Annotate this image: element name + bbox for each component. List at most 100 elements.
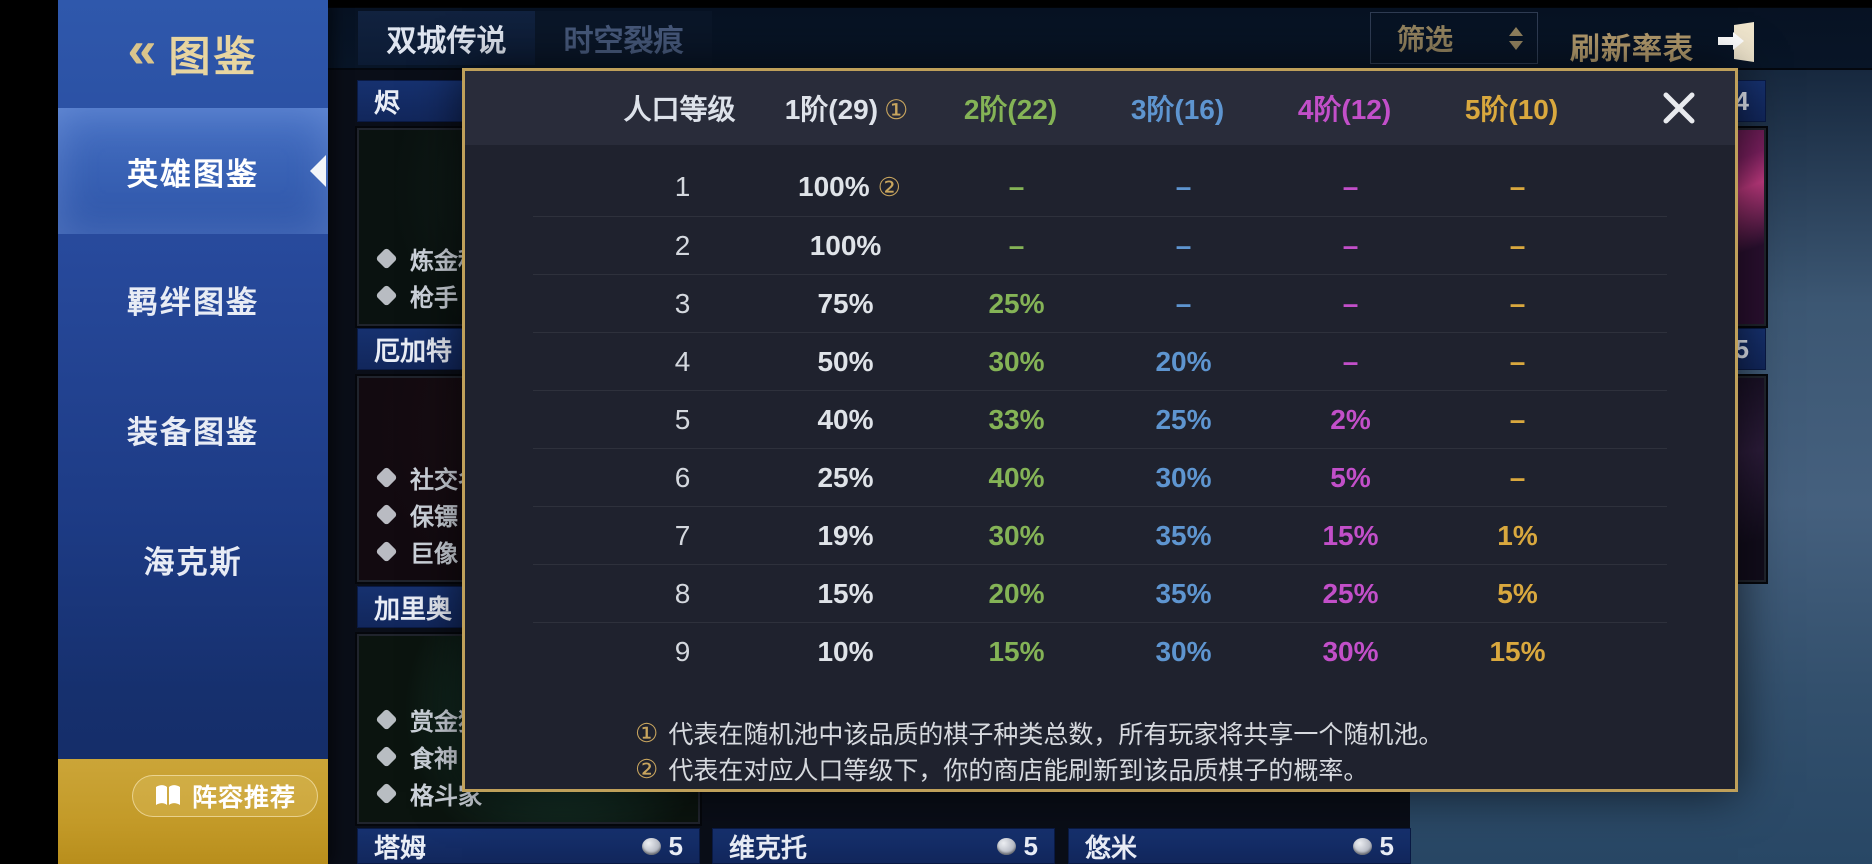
tier2-rate: –: [1008, 171, 1025, 202]
tier1-rate: 19%: [817, 519, 874, 551]
tier5-rate: 5%: [1497, 577, 1538, 609]
champion-name: 烬: [374, 87, 401, 118]
population-level: 1: [674, 171, 691, 202]
champion-cost: 4: [1734, 85, 1749, 116]
population-level: 4: [674, 345, 691, 377]
trait-icon: [375, 708, 398, 731]
table-row: 2 100% – – – –: [533, 216, 1667, 274]
tier1-rate: 100% ②: [798, 171, 901, 202]
tier2-rate: 30%: [988, 519, 1045, 551]
footnote-ref-mark: ①: [884, 95, 909, 125]
champion-name-bar[interactable]: 悠米 5: [1068, 828, 1411, 864]
tier4-rate: –: [1342, 287, 1359, 319]
set-tabs: 双城传说 时空裂痕: [358, 11, 712, 65]
tier-column-header: 2阶(22): [963, 94, 1058, 125]
sidebar-item[interactable]: 海克斯: [58, 494, 328, 624]
trait-icon: [375, 503, 398, 526]
tier5-rate: –: [1509, 345, 1526, 377]
tier3-rate: 30%: [1155, 635, 1212, 667]
refresh-rate-table-link[interactable]: 刷新率表: [1570, 24, 1694, 77]
table-row: 6 25% 40% 30% 5% –: [533, 448, 1667, 506]
close-icon[interactable]: [1661, 90, 1697, 126]
population-level: 2: [674, 229, 691, 261]
tier5-rate: –: [1509, 403, 1526, 435]
table-row: 7 19% 30% 35% 15% 1%: [533, 506, 1667, 564]
footnote-text: 代表在对应人口等级下，你的商店能刷新到该品质棋子的概率。: [668, 757, 1369, 785]
champion-name-bar[interactable]: 维克托 5: [712, 828, 1055, 864]
tier3-rate: 30%: [1155, 461, 1212, 493]
trait-label: 枪手: [410, 285, 458, 312]
population-level: 5: [674, 403, 691, 435]
tier3-rate: 25%: [1155, 403, 1212, 435]
trait-row: 保镖: [373, 496, 684, 533]
trait-label: 巨像: [410, 541, 458, 568]
exit-icon[interactable]: [1716, 22, 1758, 62]
tier3-rate: –: [1175, 171, 1192, 202]
tier-column-header: 4阶(12): [1297, 94, 1392, 125]
population-level: 9: [674, 635, 691, 667]
sidebar-item[interactable]: 英雄图鉴: [58, 108, 328, 234]
tier4-rate: 30%: [1322, 635, 1379, 667]
tier5-rate: 1%: [1497, 519, 1538, 551]
tier1-rate: 40%: [817, 403, 874, 435]
tier4-rate: 5%: [1330, 461, 1371, 493]
trait-icon: [375, 247, 398, 270]
tier4-rate: 15%: [1322, 519, 1379, 551]
table-row: 1 100% ② – – – –: [533, 158, 1667, 216]
trait-icon: [375, 782, 398, 805]
set-tab[interactable]: 双城传说: [358, 11, 535, 65]
tier3-rate: 35%: [1155, 519, 1212, 551]
filter-label: 筛选: [1397, 24, 1454, 55]
sidebar-item-label: 羁绊图鉴: [127, 284, 259, 320]
champion-name-bar[interactable]: 塔姆 5: [357, 828, 700, 864]
tier4-rate: 25%: [1322, 577, 1379, 609]
sidebar-item[interactable]: 羁绊图鉴: [58, 234, 328, 364]
footnote-line: ① 代表在随机池中该品质的棋子种类总数，所有玩家将共享一个随机池。: [635, 715, 1443, 751]
tier1-rate: 100%: [809, 229, 882, 261]
trait-icon: [375, 745, 398, 768]
tier4-rate: –: [1342, 229, 1359, 261]
population-level: 6: [674, 461, 691, 493]
champion-name: 加里奥: [374, 593, 453, 624]
tier-column-header: 5阶(10): [1464, 94, 1559, 125]
tier5-rate: –: [1509, 461, 1526, 493]
squad-recommend-label: 阵容推荐: [191, 784, 296, 812]
sidebar-item[interactable]: 装备图鉴: [58, 364, 328, 494]
rate-table-body: 1 100% ② – – – – 2 100% – – – – 3 75% 25%: [533, 158, 1667, 680]
trait-row: 巨像: [373, 533, 684, 570]
champion-cost: 5: [1379, 830, 1394, 861]
modal-footnotes: ① 代表在随机池中该品质的棋子种类总数，所有玩家将共享一个随机池。 ② 代表在对…: [635, 715, 1443, 787]
filter-dropdown[interactable]: 筛选: [1370, 12, 1538, 64]
tier2-rate: 20%: [988, 577, 1045, 609]
refresh-rate-modal: 人口等级 1阶(29) ① 2阶(22) 3阶(16) 4阶(12) 5阶(10) 1 1…: [462, 68, 1738, 792]
tier5-rate: –: [1509, 287, 1526, 319]
trait-row: 食神: [373, 738, 684, 775]
trait-label: 保镖: [410, 504, 458, 531]
footnote-text: 代表在随机池中该品质的棋子种类总数，所有玩家将共享一个随机池。: [668, 721, 1444, 749]
tier1-rate: 50%: [817, 345, 874, 377]
champion-name: 维克托: [729, 832, 808, 863]
trait-row: 枪手: [373, 277, 684, 314]
tier-column-headers: 1阶(29) ① 2阶(22) 3阶(16) 4阶(12) 5阶(10): [763, 88, 1598, 128]
tier5-rate: –: [1509, 171, 1526, 202]
set-tab[interactable]: 时空裂痕: [535, 11, 712, 65]
coin-icon: [996, 837, 1016, 855]
codex-header[interactable]: « 图鉴: [58, 0, 328, 106]
sidebar-item-label: 英雄图鉴: [127, 156, 259, 192]
tier4-rate: 2%: [1330, 403, 1371, 435]
tier3-rate: –: [1175, 287, 1192, 319]
champion-cost: 5: [1023, 830, 1038, 861]
tier2-rate: 25%: [988, 287, 1045, 319]
table-row: 4 50% 30% 20% – –: [533, 332, 1667, 390]
tier1-rate: 75%: [817, 287, 874, 319]
squad-recommend-button[interactable]: 阵容推荐: [132, 775, 318, 817]
tier5-rate: –: [1509, 229, 1526, 261]
back-icon[interactable]: «: [127, 21, 157, 79]
tier4-rate: –: [1342, 171, 1359, 202]
tier2-rate: 40%: [988, 461, 1045, 493]
top-controls: 筛选 刷新率表: [1352, 0, 1872, 77]
tab-label: 双城传说: [386, 25, 507, 58]
population-level: 3: [674, 287, 691, 319]
trait-label: 食神: [410, 746, 458, 773]
